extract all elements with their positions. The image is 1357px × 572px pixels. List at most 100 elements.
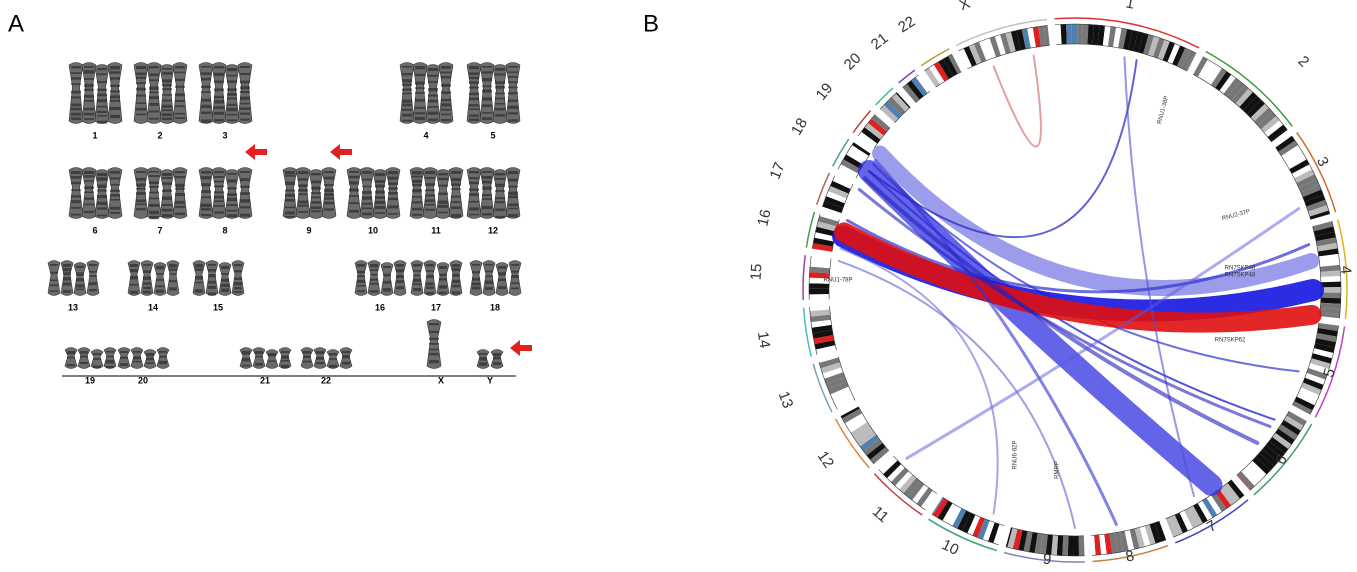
- band: [97, 89, 107, 91]
- band: [84, 175, 94, 177]
- ideogram-band: [1026, 541, 1031, 542]
- ideogram-band: [1270, 451, 1273, 455]
- band: [80, 356, 88, 358]
- band: [329, 365, 337, 368]
- ideogram-band: [1326, 335, 1327, 340]
- band: [227, 179, 237, 182]
- ideogram-band: [1263, 460, 1267, 464]
- ideogram-band: [1254, 107, 1258, 111]
- ideogram-band: [937, 506, 938, 507]
- band: [362, 203, 372, 205]
- band: [425, 204, 435, 206]
- chromosome-label: 3: [1313, 154, 1332, 169]
- band: [201, 78, 211, 81]
- band: [93, 366, 101, 368]
- band: [97, 177, 107, 180]
- band: [97, 111, 107, 113]
- band: [136, 203, 146, 205]
- band: [425, 199, 435, 202]
- arrow: [510, 340, 532, 356]
- band: [349, 176, 359, 179]
- band: [175, 213, 185, 216]
- band: [438, 200, 448, 203]
- band: [495, 197, 505, 199]
- band: [508, 112, 518, 114]
- chromosome-arc: [803, 255, 805, 300]
- gene-label: RNU2-37P: [1221, 209, 1251, 222]
- band: [162, 113, 172, 116]
- band: [71, 96, 81, 98]
- band: [485, 275, 493, 277]
- band: [175, 176, 185, 178]
- band: [130, 264, 138, 267]
- band: [208, 292, 216, 295]
- ideogram-band: [822, 326, 823, 331]
- band: [106, 360, 114, 363]
- band: [425, 209, 435, 211]
- band: [149, 103, 159, 106]
- chromosome-label: 13: [68, 302, 78, 312]
- band: [106, 356, 114, 358]
- band: [227, 75, 237, 77]
- ideogram-band: [1283, 434, 1286, 438]
- band: [362, 213, 372, 216]
- band: [175, 72, 185, 74]
- band: [303, 361, 311, 363]
- band: [402, 104, 412, 107]
- band: [495, 114, 505, 117]
- chromosome-label: 8: [222, 225, 227, 235]
- band: [413, 279, 421, 282]
- band: [357, 280, 365, 283]
- band: [357, 275, 365, 277]
- band: [452, 280, 460, 283]
- ideogram-band: [903, 100, 904, 101]
- band: [175, 201, 185, 204]
- band: [298, 189, 308, 192]
- band: [240, 91, 250, 93]
- band: [428, 119, 438, 122]
- ideogram-band: [1230, 86, 1234, 89]
- ideogram-band: [1310, 188, 1312, 193]
- band: [324, 184, 334, 186]
- band: [342, 362, 350, 365]
- band: [136, 171, 146, 173]
- ideogram-band: [1329, 261, 1330, 266]
- band: [63, 268, 71, 271]
- band: [84, 204, 94, 206]
- chromosome-label: 9: [306, 225, 311, 235]
- ideogram-band: [1319, 361, 1321, 366]
- band: [97, 94, 107, 97]
- ideogram-band: [878, 453, 881, 457]
- chromosome-label: X: [438, 375, 444, 385]
- band: [469, 87, 479, 89]
- band: [429, 331, 439, 333]
- ideogram-band: [1186, 59, 1191, 61]
- ideogram-band: [1312, 381, 1314, 386]
- band: [97, 81, 107, 83]
- band: [412, 214, 422, 216]
- ideogram-band: [1277, 443, 1280, 447]
- band: [175, 117, 185, 119]
- band: [175, 93, 185, 96]
- band: [469, 182, 479, 184]
- band: [201, 99, 211, 102]
- band: [469, 193, 479, 196]
- band: [508, 119, 518, 121]
- band: [133, 351, 141, 353]
- band: [71, 189, 81, 191]
- band: [482, 171, 492, 173]
- ideogram-band: [1265, 119, 1269, 123]
- ideogram-band: [1229, 491, 1233, 494]
- band: [349, 195, 359, 197]
- band: [425, 183, 435, 186]
- chromosome: [296, 168, 310, 219]
- ideogram-band: [1191, 62, 1192, 63]
- ideogram-band: [1161, 49, 1166, 51]
- ideogram-band: [1284, 142, 1287, 146]
- band: [234, 282, 242, 285]
- chromosome-label: 12: [488, 225, 498, 235]
- band: [438, 185, 448, 187]
- band: [415, 99, 425, 102]
- band: [285, 211, 295, 214]
- ideogram-band: [939, 70, 944, 73]
